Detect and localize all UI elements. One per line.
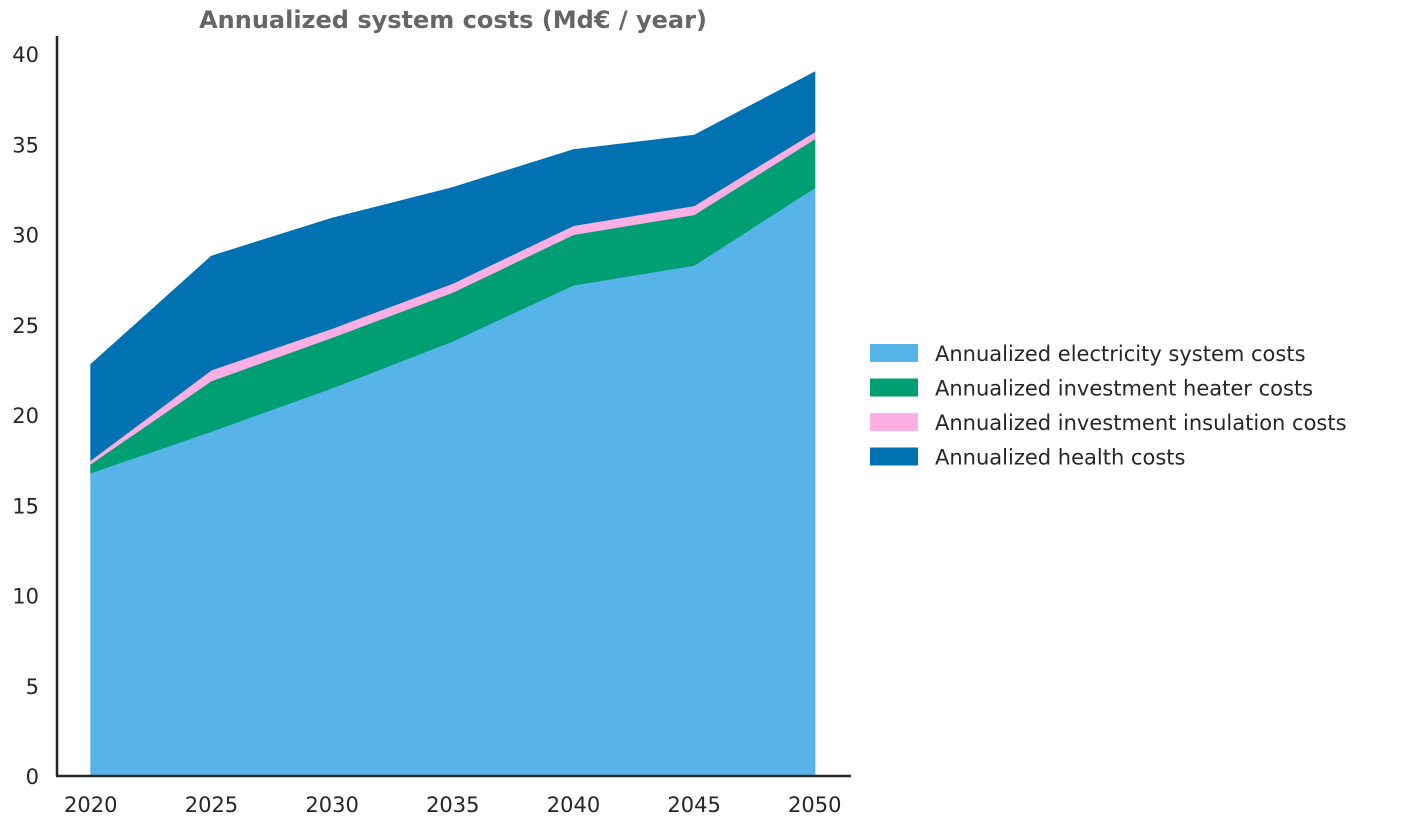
legend-swatch-annualized-investment-insulation-costs (870, 413, 918, 431)
legend-swatch-annualized-investment-heater-costs (870, 378, 918, 397)
y-tick-label: 5 (26, 675, 39, 699)
legend-label-annualized-investment-insulation-costs: Annualized investment insulation costs (935, 411, 1347, 435)
y-tick-label: 15 (12, 494, 39, 518)
x-tick-label: 2035 (426, 793, 479, 817)
x-tick-label: 2020 (64, 793, 117, 817)
y-tick-label: 30 (12, 224, 39, 248)
legend-swatch-annualized-health-costs (870, 447, 918, 466)
legend-swatch-annualized-electricity-system-costs (870, 344, 918, 362)
x-tick-label: 2050 (788, 793, 841, 817)
x-tick-label: 2040 (547, 793, 600, 817)
y-tick-label: 20 (12, 404, 39, 428)
y-tick-label: 25 (12, 314, 39, 338)
y-tick-label: 0 (26, 765, 39, 789)
y-tick-labels: 0 5 10 15 20 25 30 35 40 (12, 43, 39, 789)
x-tick-label: 2030 (305, 793, 358, 817)
y-tick-label: 40 (12, 43, 39, 67)
x-tick-label: 2025 (185, 793, 238, 817)
legend-label-annualized-investment-heater-costs: Annualized investment heater costs (935, 377, 1313, 401)
y-tick-label: 10 (12, 585, 39, 609)
legend: Annualized electricity system costs Annua… (870, 342, 1347, 470)
legend-label-annualized-electricity-system-costs: Annualized electricity system costs (935, 342, 1306, 366)
chart-title: Annualized system costs (Md€ / year) (199, 6, 707, 34)
area-annualized-health-costs (90, 71, 816, 462)
x-tick-label: 2045 (667, 793, 720, 817)
stacked-areas (90, 71, 816, 777)
legend-label-annualized-health-costs: Annualized health costs (935, 446, 1185, 470)
y-tick-label: 35 (12, 133, 39, 157)
x-tick-labels: 2020 2025 2030 2035 2040 2045 2050 (64, 793, 841, 817)
